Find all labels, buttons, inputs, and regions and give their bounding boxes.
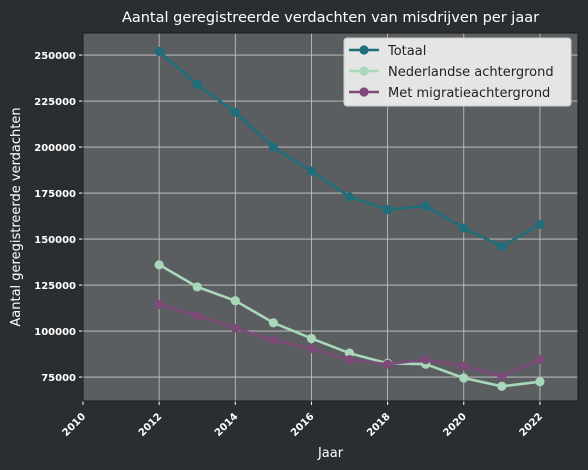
x-axis-label: Jaar [317,446,344,461]
series-layer [154,46,545,391]
legend-box [343,37,572,107]
data-point [306,343,317,354]
legend-label: Nederlandse achtergrond [388,65,554,80]
y-tick-label: 175000 [34,189,76,200]
series-totaal [154,46,545,252]
y-tick-label: 200000 [34,143,76,154]
series-met-migratieachtergrond [154,299,545,381]
x-tick-label: 2016 [289,411,316,438]
data-point [268,335,278,345]
chart-title: Aantal geregistreerde verdachten van mis… [122,10,539,26]
x-tick-label: 2010 [61,411,88,438]
x-axis-ticks: 2010 2012 2014 2016 2018 2020 2022 [61,401,545,439]
data-point [154,299,164,309]
data-point [154,46,164,57]
y-tick-label: 100000 [34,327,76,338]
data-point [192,282,202,292]
data-point [306,166,317,176]
data-point [459,223,469,233]
y-tick-label: 250000 [34,51,76,62]
data-point [459,361,469,371]
data-point [192,310,202,321]
legend-label: Totaal [387,44,426,59]
data-point [497,371,507,381]
data-point [154,260,164,270]
data-point [192,79,202,90]
y-tick-label: 150000 [34,235,76,246]
data-point [344,348,355,358]
data-point [344,355,355,365]
data-point [268,318,278,328]
x-tick-label: 2020 [441,411,468,438]
x-tick-label: 2018 [365,411,392,438]
data-point [230,323,240,333]
legend-marker [359,45,369,55]
data-point [497,381,507,391]
data-point [383,359,393,369]
data-point [421,355,431,365]
data-point [497,241,507,252]
legend-marker [359,87,369,97]
legend-marker [359,66,369,76]
y-tick-label: 225000 [34,97,76,108]
y-axis-label: Aantal geregistreerde verdachten [9,107,24,326]
legend-label: Met migratieachtergrond [388,86,550,101]
x-tick-label: 2022 [518,411,545,438]
data-point [344,192,355,202]
data-point [535,377,545,387]
data-point [268,142,278,152]
data-point [535,355,545,365]
plot-frame [82,32,579,402]
y-tick-label: 125000 [34,281,76,292]
legend: Totaal Nederlandse achtergrond Met migrati… [343,37,572,107]
data-point [535,219,545,229]
y-axis-ticks: 75000 100000 125000 150000 175000 200000 22500… [34,51,83,384]
data-point [306,333,317,344]
data-point [383,205,393,215]
data-point [230,107,240,117]
data-point [421,201,431,211]
y-tick-label: 75000 [41,373,76,384]
data-point [459,373,469,383]
x-tick-label: 2014 [213,411,240,438]
data-point [230,296,240,306]
x-tick-label: 2012 [137,411,164,438]
